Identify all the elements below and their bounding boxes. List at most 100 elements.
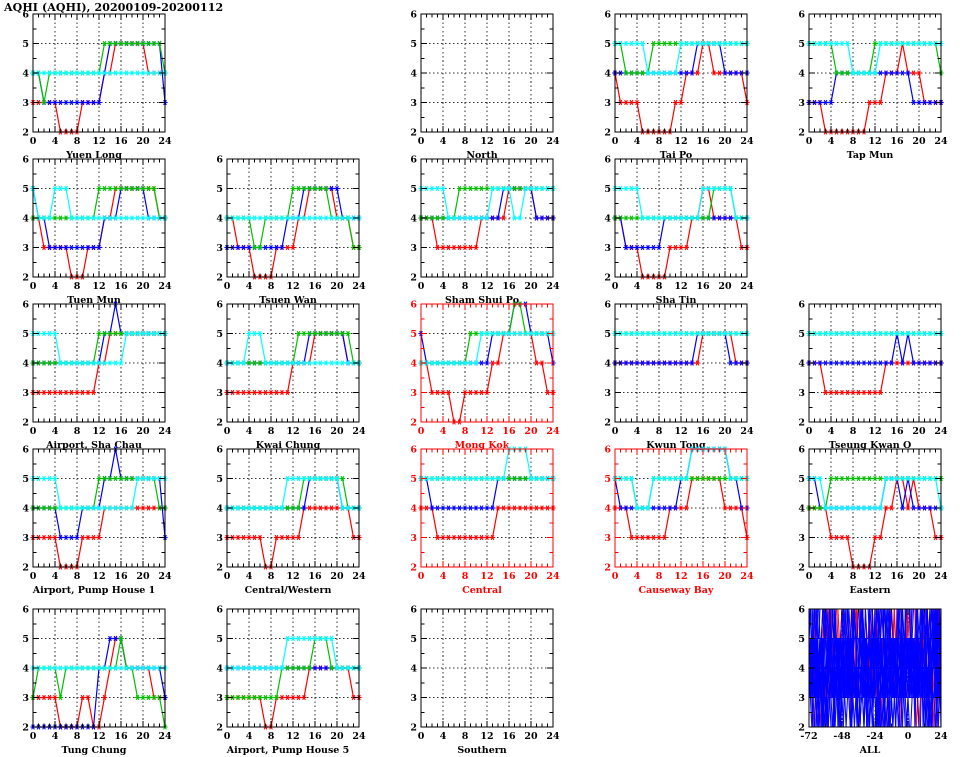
- svg-text:12: 12: [286, 426, 299, 437]
- svg-text:2: 2: [798, 417, 805, 428]
- svg-text:12: 12: [674, 426, 687, 437]
- svg-text:4: 4: [22, 213, 29, 224]
- svg-text:6: 6: [216, 299, 223, 310]
- svg-text:2: 2: [22, 127, 29, 138]
- svg-text:4: 4: [604, 68, 611, 79]
- panel-label: Central/Western: [207, 585, 369, 596]
- panel-label: Tap Mun: [789, 150, 951, 161]
- svg-text:4: 4: [440, 281, 447, 292]
- svg-text:16: 16: [308, 426, 322, 437]
- svg-text:2: 2: [22, 417, 29, 428]
- svg-text:3: 3: [410, 388, 417, 399]
- svg-text:4: 4: [52, 426, 59, 437]
- svg-text:24: 24: [740, 136, 754, 147]
- svg-text:2: 2: [604, 127, 611, 138]
- svg-text:24: 24: [934, 426, 948, 437]
- svg-text:24: 24: [158, 281, 172, 292]
- svg-text:2: 2: [410, 272, 417, 283]
- svg-text:3: 3: [798, 388, 805, 399]
- svg-text:24: 24: [352, 426, 366, 437]
- svg-text:2: 2: [410, 127, 417, 138]
- panel-label: Tung Chung: [13, 745, 175, 756]
- svg-text:24: 24: [352, 281, 366, 292]
- svg-text:20: 20: [136, 136, 150, 147]
- svg-text:16: 16: [696, 281, 710, 292]
- svg-text:0: 0: [418, 136, 425, 147]
- svg-text:24: 24: [158, 136, 172, 147]
- svg-text:24: 24: [158, 426, 172, 437]
- svg-text:8: 8: [656, 426, 663, 437]
- svg-text:6: 6: [22, 299, 29, 310]
- svg-text:6: 6: [22, 9, 29, 20]
- svg-text:20: 20: [912, 136, 926, 147]
- svg-text:5: 5: [22, 329, 29, 340]
- svg-text:0: 0: [30, 281, 37, 292]
- svg-text:3: 3: [22, 388, 29, 399]
- svg-text:2: 2: [410, 417, 417, 428]
- svg-text:5: 5: [604, 329, 611, 340]
- svg-text:5: 5: [22, 39, 29, 50]
- svg-text:5: 5: [798, 39, 805, 50]
- svg-text:16: 16: [502, 426, 516, 437]
- svg-text:4: 4: [440, 426, 447, 437]
- svg-text:4: 4: [410, 68, 417, 79]
- svg-text:20: 20: [718, 281, 732, 292]
- svg-text:2: 2: [22, 272, 29, 283]
- panel-label: Eastern: [789, 585, 951, 596]
- svg-text:16: 16: [114, 136, 128, 147]
- svg-text:4: 4: [52, 136, 59, 147]
- svg-text:20: 20: [524, 281, 538, 292]
- svg-text:3: 3: [410, 243, 417, 254]
- svg-text:4: 4: [440, 136, 447, 147]
- svg-text:6: 6: [604, 154, 611, 165]
- svg-text:8: 8: [850, 136, 857, 147]
- svg-text:16: 16: [502, 136, 516, 147]
- svg-text:2: 2: [216, 272, 223, 283]
- svg-text:6: 6: [604, 299, 611, 310]
- svg-text:0: 0: [612, 426, 619, 437]
- svg-text:2: 2: [604, 417, 611, 428]
- svg-text:5: 5: [604, 39, 611, 50]
- svg-text:0: 0: [224, 281, 231, 292]
- svg-text:4: 4: [22, 68, 29, 79]
- svg-text:5: 5: [22, 184, 29, 195]
- svg-text:16: 16: [308, 281, 322, 292]
- svg-text:8: 8: [656, 136, 663, 147]
- svg-text:8: 8: [268, 426, 275, 437]
- svg-text:8: 8: [462, 426, 469, 437]
- svg-text:16: 16: [890, 426, 904, 437]
- svg-text:6: 6: [410, 299, 417, 310]
- svg-text:6: 6: [22, 154, 29, 165]
- svg-text:24: 24: [740, 426, 754, 437]
- svg-text:0: 0: [612, 281, 619, 292]
- svg-text:16: 16: [696, 136, 710, 147]
- svg-text:4: 4: [828, 426, 835, 437]
- svg-text:6: 6: [798, 299, 805, 310]
- svg-text:24: 24: [546, 136, 560, 147]
- svg-text:0: 0: [30, 136, 37, 147]
- svg-text:20: 20: [524, 136, 538, 147]
- svg-text:4: 4: [410, 213, 417, 224]
- panel-label: ALL: [789, 745, 951, 756]
- svg-text:4: 4: [604, 213, 611, 224]
- svg-text:12: 12: [674, 281, 687, 292]
- svg-text:5: 5: [216, 329, 223, 340]
- svg-text:4: 4: [828, 136, 835, 147]
- svg-text:24: 24: [546, 426, 560, 437]
- svg-text:0: 0: [224, 426, 231, 437]
- svg-text:12: 12: [868, 136, 881, 147]
- svg-text:5: 5: [410, 329, 417, 340]
- svg-text:16: 16: [114, 426, 128, 437]
